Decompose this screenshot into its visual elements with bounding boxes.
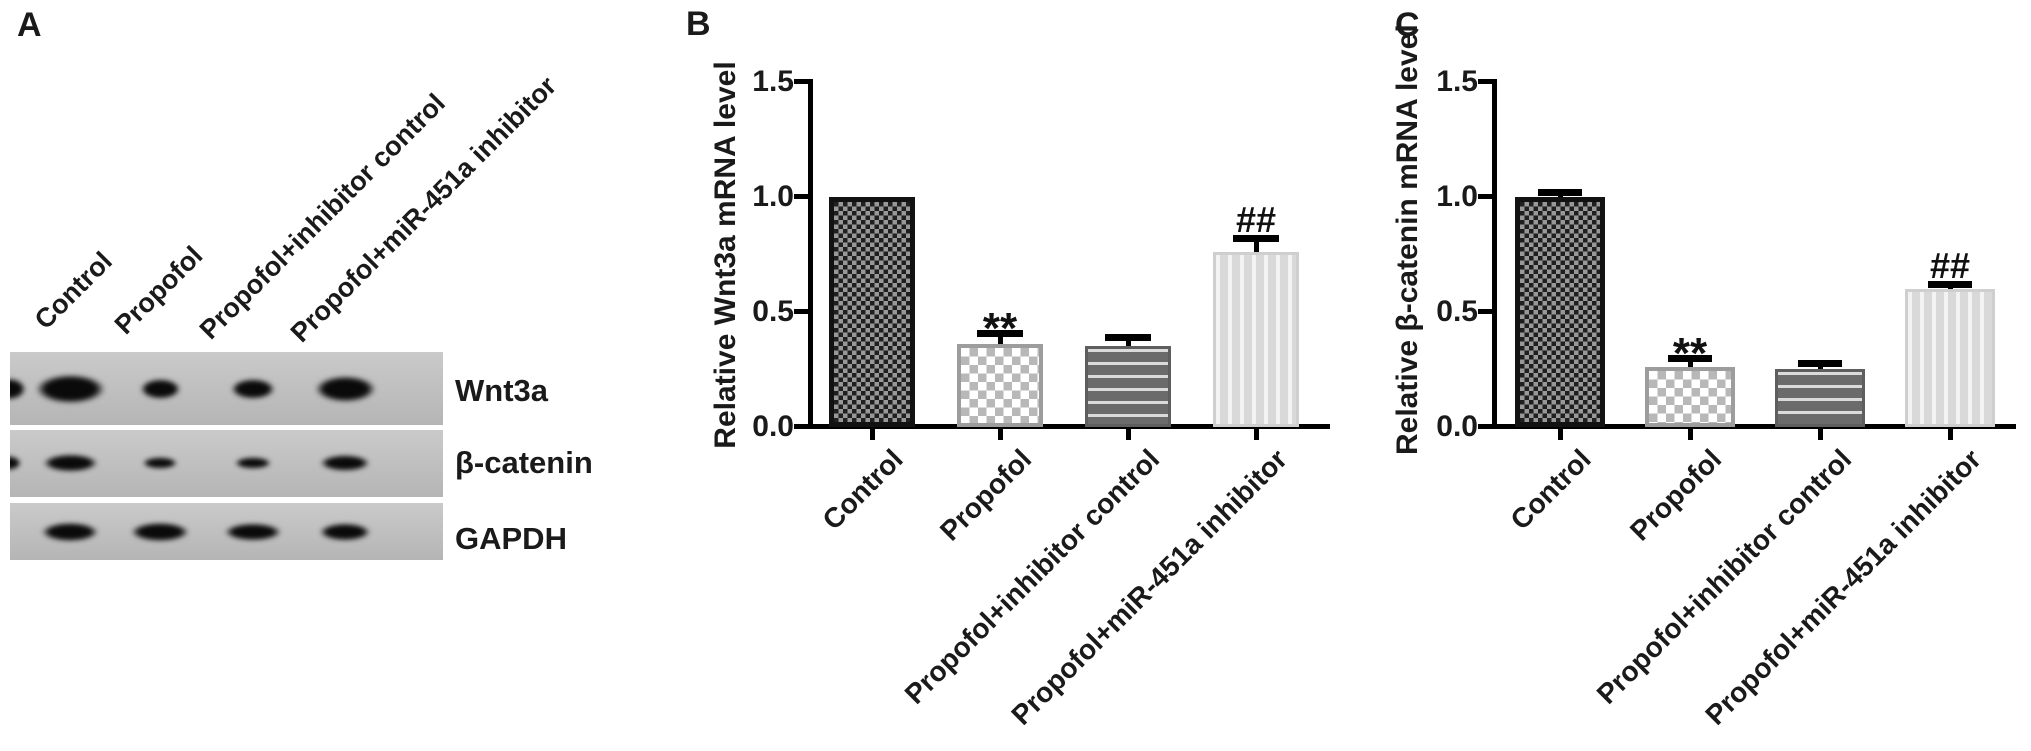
- blot-band: [311, 452, 379, 474]
- panel-b-error-bar-cap: [1233, 235, 1279, 242]
- panel-c-significance-label: **: [1672, 329, 1708, 378]
- panel-c-bar-1: [1645, 367, 1735, 427]
- panel-c-x-category-label: Control: [1504, 443, 1598, 536]
- panel-c-y-tick: [1478, 79, 1492, 84]
- panel-c-y-tick-label: 0.0: [1436, 410, 1478, 443]
- panel-c-bar-2: [1775, 369, 1865, 427]
- panel-c-x-category-label: Propofol+inhibitor control: [1590, 443, 1858, 710]
- panel-c-error-bar-cap: [1538, 189, 1582, 196]
- panel-b-x-tick: [998, 428, 1003, 440]
- panel-c-y-axis-line: [1492, 79, 1497, 425]
- panel-b-error-bar-cap: [977, 330, 1023, 337]
- panel-b-error-bar-stem: [1126, 337, 1131, 346]
- panel-b-y-axis-label: Relative Wnt3a mRNA level: [709, 61, 742, 449]
- panel-b-significance-label: ##: [1235, 199, 1277, 240]
- panel-b-bar-1: [957, 344, 1043, 427]
- panel-b-y-tick: [794, 309, 808, 314]
- panel-b-y-tick-label: 1.0: [752, 180, 794, 213]
- panel-b-bar-3: [1213, 252, 1299, 427]
- panel-c-error-bar-cap: [1928, 281, 1972, 288]
- panel-b-y-tick: [794, 194, 808, 199]
- panel-a-letter: A: [17, 6, 42, 44]
- panel-c-y-axis-label: Relative β-catenin mRNA level: [1391, 24, 1424, 455]
- panel-c-y-tick-label: 0.5: [1436, 295, 1478, 328]
- panel-c-x-category-label: Propofol: [1623, 443, 1728, 547]
- panel-b-error-bar-cap: [1105, 334, 1151, 341]
- panel-c-y-tick: [1478, 194, 1492, 199]
- blot-lane-label-propofol: Propofol: [108, 240, 209, 340]
- panel-b-x-axis-line: [808, 424, 1330, 429]
- panel-b-letter: B: [686, 5, 711, 43]
- blot-band: [223, 375, 283, 403]
- panel-c-significance-label: ##: [1929, 245, 1971, 286]
- panel-c-y-tick: [1478, 309, 1492, 314]
- panel-c-x-tick: [1948, 428, 1953, 440]
- panel-b-x-category-label: Propofol: [933, 443, 1038, 547]
- panel-c-bar-3: [1905, 289, 1995, 427]
- panel-b-y-tick-label: 0.0: [752, 410, 794, 443]
- blot-strip-2: [10, 503, 443, 560]
- blot-band: [303, 371, 387, 407]
- panel-b-bar-0: [829, 197, 915, 427]
- blot-band: [22, 369, 118, 409]
- panel-c-x-tick: [1688, 428, 1693, 440]
- panel-c-letter: C: [1395, 6, 1420, 44]
- blot-strip-0: [10, 352, 443, 425]
- blot-row-label-wnt3a: Wnt3a: [455, 373, 548, 408]
- panel-b-y-tick: [794, 79, 808, 84]
- panel-b-y-axis-line: [808, 79, 813, 425]
- panel-c-error-bar-cap: [1798, 360, 1842, 367]
- panel-c-x-category-label: Propofol+miR-451a inhibitor: [1699, 443, 1988, 731]
- panel-c-y-tick-label: 1.0: [1436, 180, 1478, 213]
- panel-b-y-tick-label: 1.5: [752, 65, 794, 98]
- panel-b-x-tick: [870, 428, 875, 440]
- panel-c-bar-0: [1515, 197, 1605, 427]
- panel-b-x-tick: [1126, 428, 1131, 440]
- panel-c-y-tick: [1478, 424, 1492, 429]
- panel-b-x-category-label: Propofol+miR-451a inhibitor: [1005, 443, 1294, 731]
- blot-band: [120, 519, 200, 545]
- blot-band: [214, 520, 292, 544]
- blot-strip-1: [10, 430, 443, 497]
- panel-b-significance-label: **: [982, 304, 1018, 353]
- panel-b-y-tick-label: 0.5: [752, 295, 794, 328]
- panel-c-x-tick: [1558, 428, 1563, 440]
- blot-row-label-beta-catenin: β-catenin: [455, 445, 593, 480]
- panel-c-error-bar-cap: [1668, 355, 1712, 362]
- blot-band: [228, 455, 278, 471]
- blot-edge-smudge: [10, 453, 26, 473]
- panel-c-x-axis-line: [1492, 424, 2016, 429]
- panel-b-x-category-label: Control: [816, 443, 910, 536]
- panel-b-y-tick: [794, 424, 808, 429]
- blot-band: [32, 451, 108, 475]
- blot-band: [132, 375, 188, 403]
- blot-row-label-gapdh: GAPDH: [455, 521, 567, 556]
- panel-b-error-bar-stem: [1254, 238, 1259, 252]
- blot-band: [136, 455, 184, 471]
- blot-band: [31, 519, 109, 545]
- panel-c-error-bar-stem: [1688, 358, 1693, 367]
- blot-band: [310, 520, 380, 544]
- panel-b-bar-2: [1085, 346, 1171, 427]
- panel-b-error-bar-stem: [998, 333, 1003, 344]
- panel-c-x-tick: [1818, 428, 1823, 440]
- blot-lane-label-control: Control: [28, 245, 118, 335]
- panel-b-x-category-label: Propofol+inhibitor control: [898, 443, 1166, 710]
- blot-edge-smudge: [10, 374, 32, 404]
- panel-b-x-tick: [1254, 428, 1259, 440]
- panel-c-y-tick-label: 1.5: [1436, 65, 1478, 98]
